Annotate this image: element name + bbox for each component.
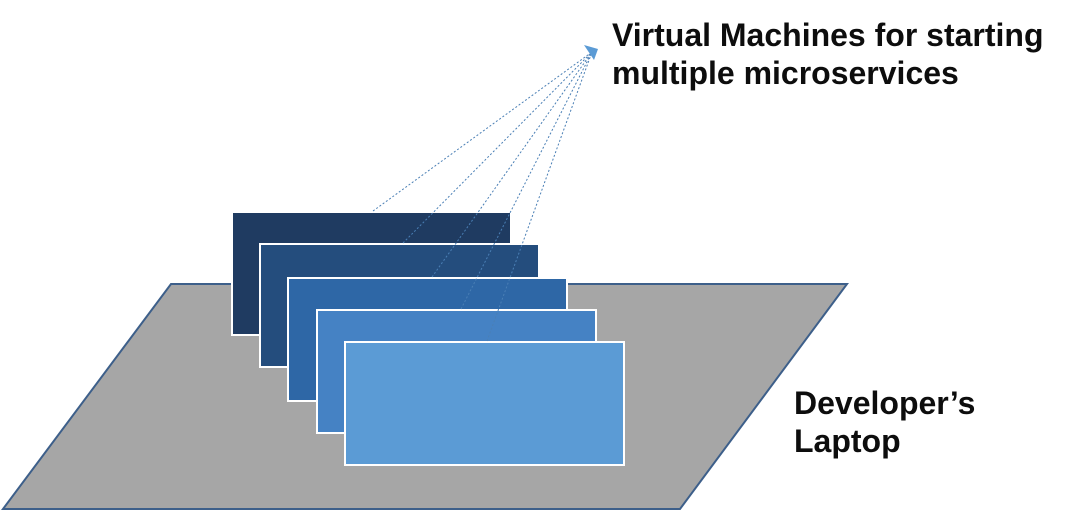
developer-laptop-label: Developer’s Laptop (794, 384, 975, 461)
arrowhead-icon (584, 45, 598, 60)
connector-line-4 (460, 51, 593, 310)
virtual-machines-label-line1: Virtual Machines for starting (612, 17, 1044, 53)
developer-laptop-label-line1: Developer’s (794, 385, 976, 421)
connector-line-2 (402, 51, 593, 244)
vm-card-5 (344, 341, 625, 466)
connector-lines (372, 51, 593, 342)
virtual-machines-label-line2: multiple microservices (612, 55, 959, 92)
developer-laptop-label-line2: Laptop (794, 423, 901, 460)
connector-line-1 (372, 51, 593, 212)
virtual-machines-label: Virtual Machines for starting multiple m… (612, 16, 1044, 93)
connector-line-5 (486, 51, 593, 342)
